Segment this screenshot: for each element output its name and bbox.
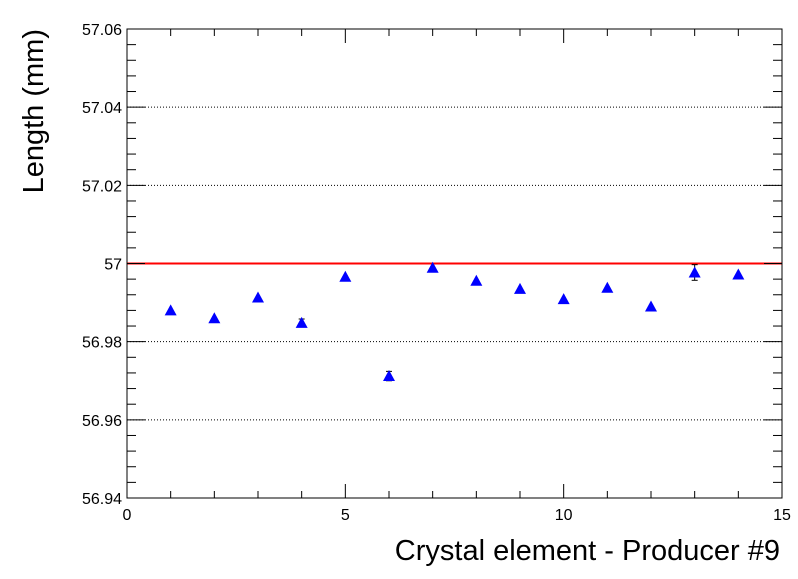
triangle-marker [601,281,614,293]
x-tick-label: 0 [123,507,132,524]
x-tick-label: 15 [773,507,791,524]
y-tick-label: 57.06 [82,22,122,39]
triangle-marker [514,282,526,294]
data-point [295,316,308,328]
triangle-marker [164,304,177,316]
data-points [164,261,745,382]
triangle-marker [688,266,701,278]
data-point [732,268,745,280]
triangle-marker [645,300,657,312]
triangle-marker [295,316,308,328]
x-axis-title: Crystal element - Producer #9 [395,535,780,567]
triangle-marker [426,261,439,273]
y-tick-label: 56.96 [82,413,122,430]
plot-frame [126,28,783,499]
triangle-marker [732,268,745,280]
y-tick-label: 57.04 [82,100,122,117]
triangle-marker [383,370,395,382]
data-point [252,291,264,303]
y-tick-label: 57.02 [82,178,122,195]
data-point [514,282,526,294]
data-point [164,304,177,316]
triangle-marker [557,293,570,305]
x-tick-label: 5 [341,507,350,524]
y-tick-label: 56.94 [82,491,122,508]
data-point [645,300,657,312]
triangle-marker [470,274,483,286]
data-point [688,264,701,281]
x-tick-label: 10 [555,507,573,524]
triangle-marker [252,291,264,303]
y-tick-label: 57 [104,257,122,274]
triangle-marker [339,270,352,282]
triangle-marker [208,312,221,324]
data-point [426,261,439,273]
data-point [208,312,221,324]
tick-labels: 56.94 56.96 56.98 57 57.02 57.04 57.06 0 5 10 15 [82,22,791,524]
data-point [339,270,352,282]
data-point [383,370,395,382]
data-point [601,281,614,293]
y-tick-label: 56.98 [82,335,122,352]
y-axis-title: Length (mm) [18,29,50,193]
data-point [557,293,570,305]
data-point [470,274,483,286]
